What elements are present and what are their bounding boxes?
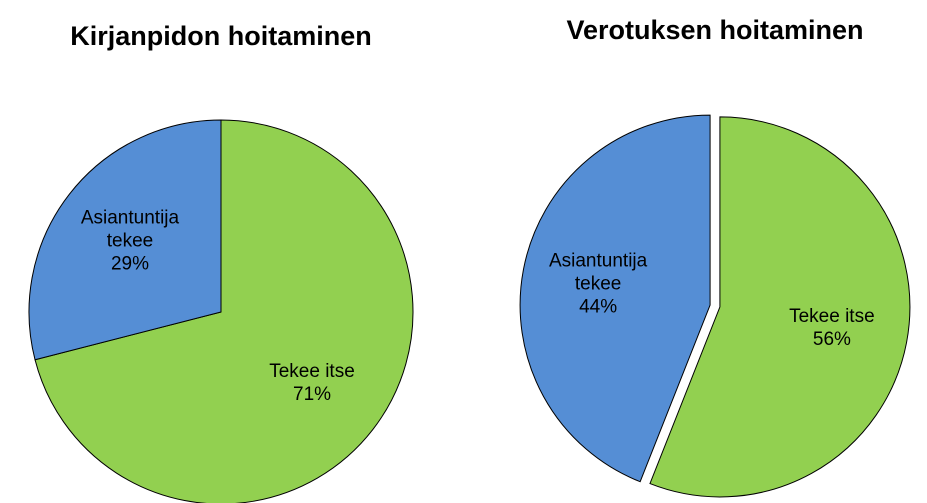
slice-label: Tekee itse 71% xyxy=(252,360,372,406)
chart-title: Verotuksen hoitaminen xyxy=(566,15,863,45)
category-label: Asiantuntija tekee xyxy=(80,207,180,252)
value-label: 71% xyxy=(293,383,332,405)
category-label: Tekee itse xyxy=(269,360,355,382)
slice-label: Asiantuntija tekee 44% xyxy=(538,249,658,318)
pie-slice xyxy=(519,114,711,483)
pie-slice xyxy=(649,116,911,498)
category-label: Asiantuntija tekee xyxy=(548,250,648,295)
slice-label: Asiantuntija tekee 29% xyxy=(70,207,190,276)
value-label: 56% xyxy=(812,329,851,351)
pie-slice xyxy=(34,119,414,503)
chart-title: Kirjanpidon hoitaminen xyxy=(70,21,372,51)
value-label: 29% xyxy=(110,253,149,275)
value-label: 44% xyxy=(579,296,618,318)
pie-slice xyxy=(28,119,222,361)
slice-label: Tekee itse 56% xyxy=(772,305,892,351)
category-label: Tekee itse xyxy=(789,306,875,328)
